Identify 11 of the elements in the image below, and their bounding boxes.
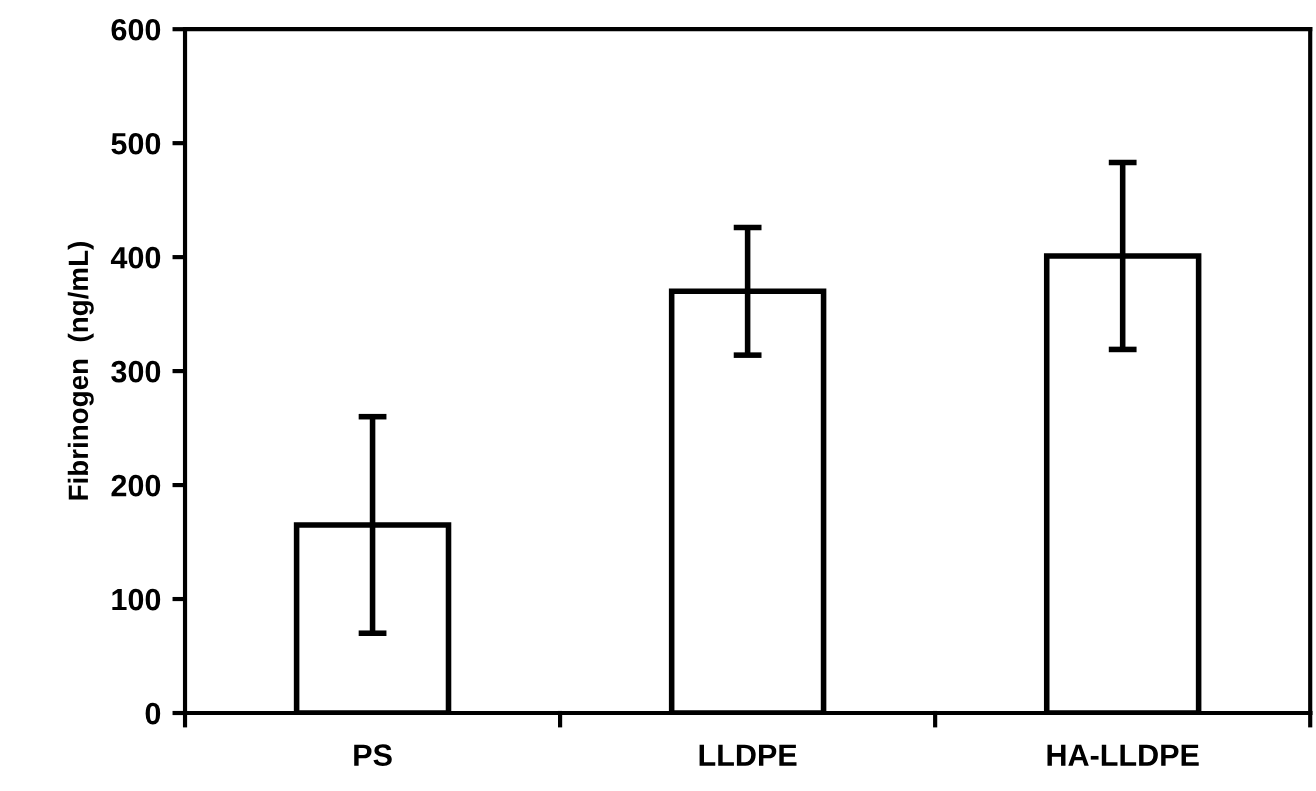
y-tick-label: 300 xyxy=(111,360,161,383)
y-tick-label: 0 xyxy=(145,702,161,725)
x-tick-label: PS xyxy=(354,744,392,767)
y-tick-label: 200 xyxy=(111,474,161,497)
x-tick-label: LLDPE xyxy=(699,744,797,766)
x-tick-label: HA-LLDPE xyxy=(1047,744,1199,766)
y-tick-label: 400 xyxy=(110,246,161,269)
y-tick-label: 100 xyxy=(112,588,161,611)
y-tick-label: 600 xyxy=(111,18,161,41)
y-axis-title: Fibrinogen (ng/mL) xyxy=(67,242,94,500)
y-tick-label: 500 xyxy=(111,132,161,155)
